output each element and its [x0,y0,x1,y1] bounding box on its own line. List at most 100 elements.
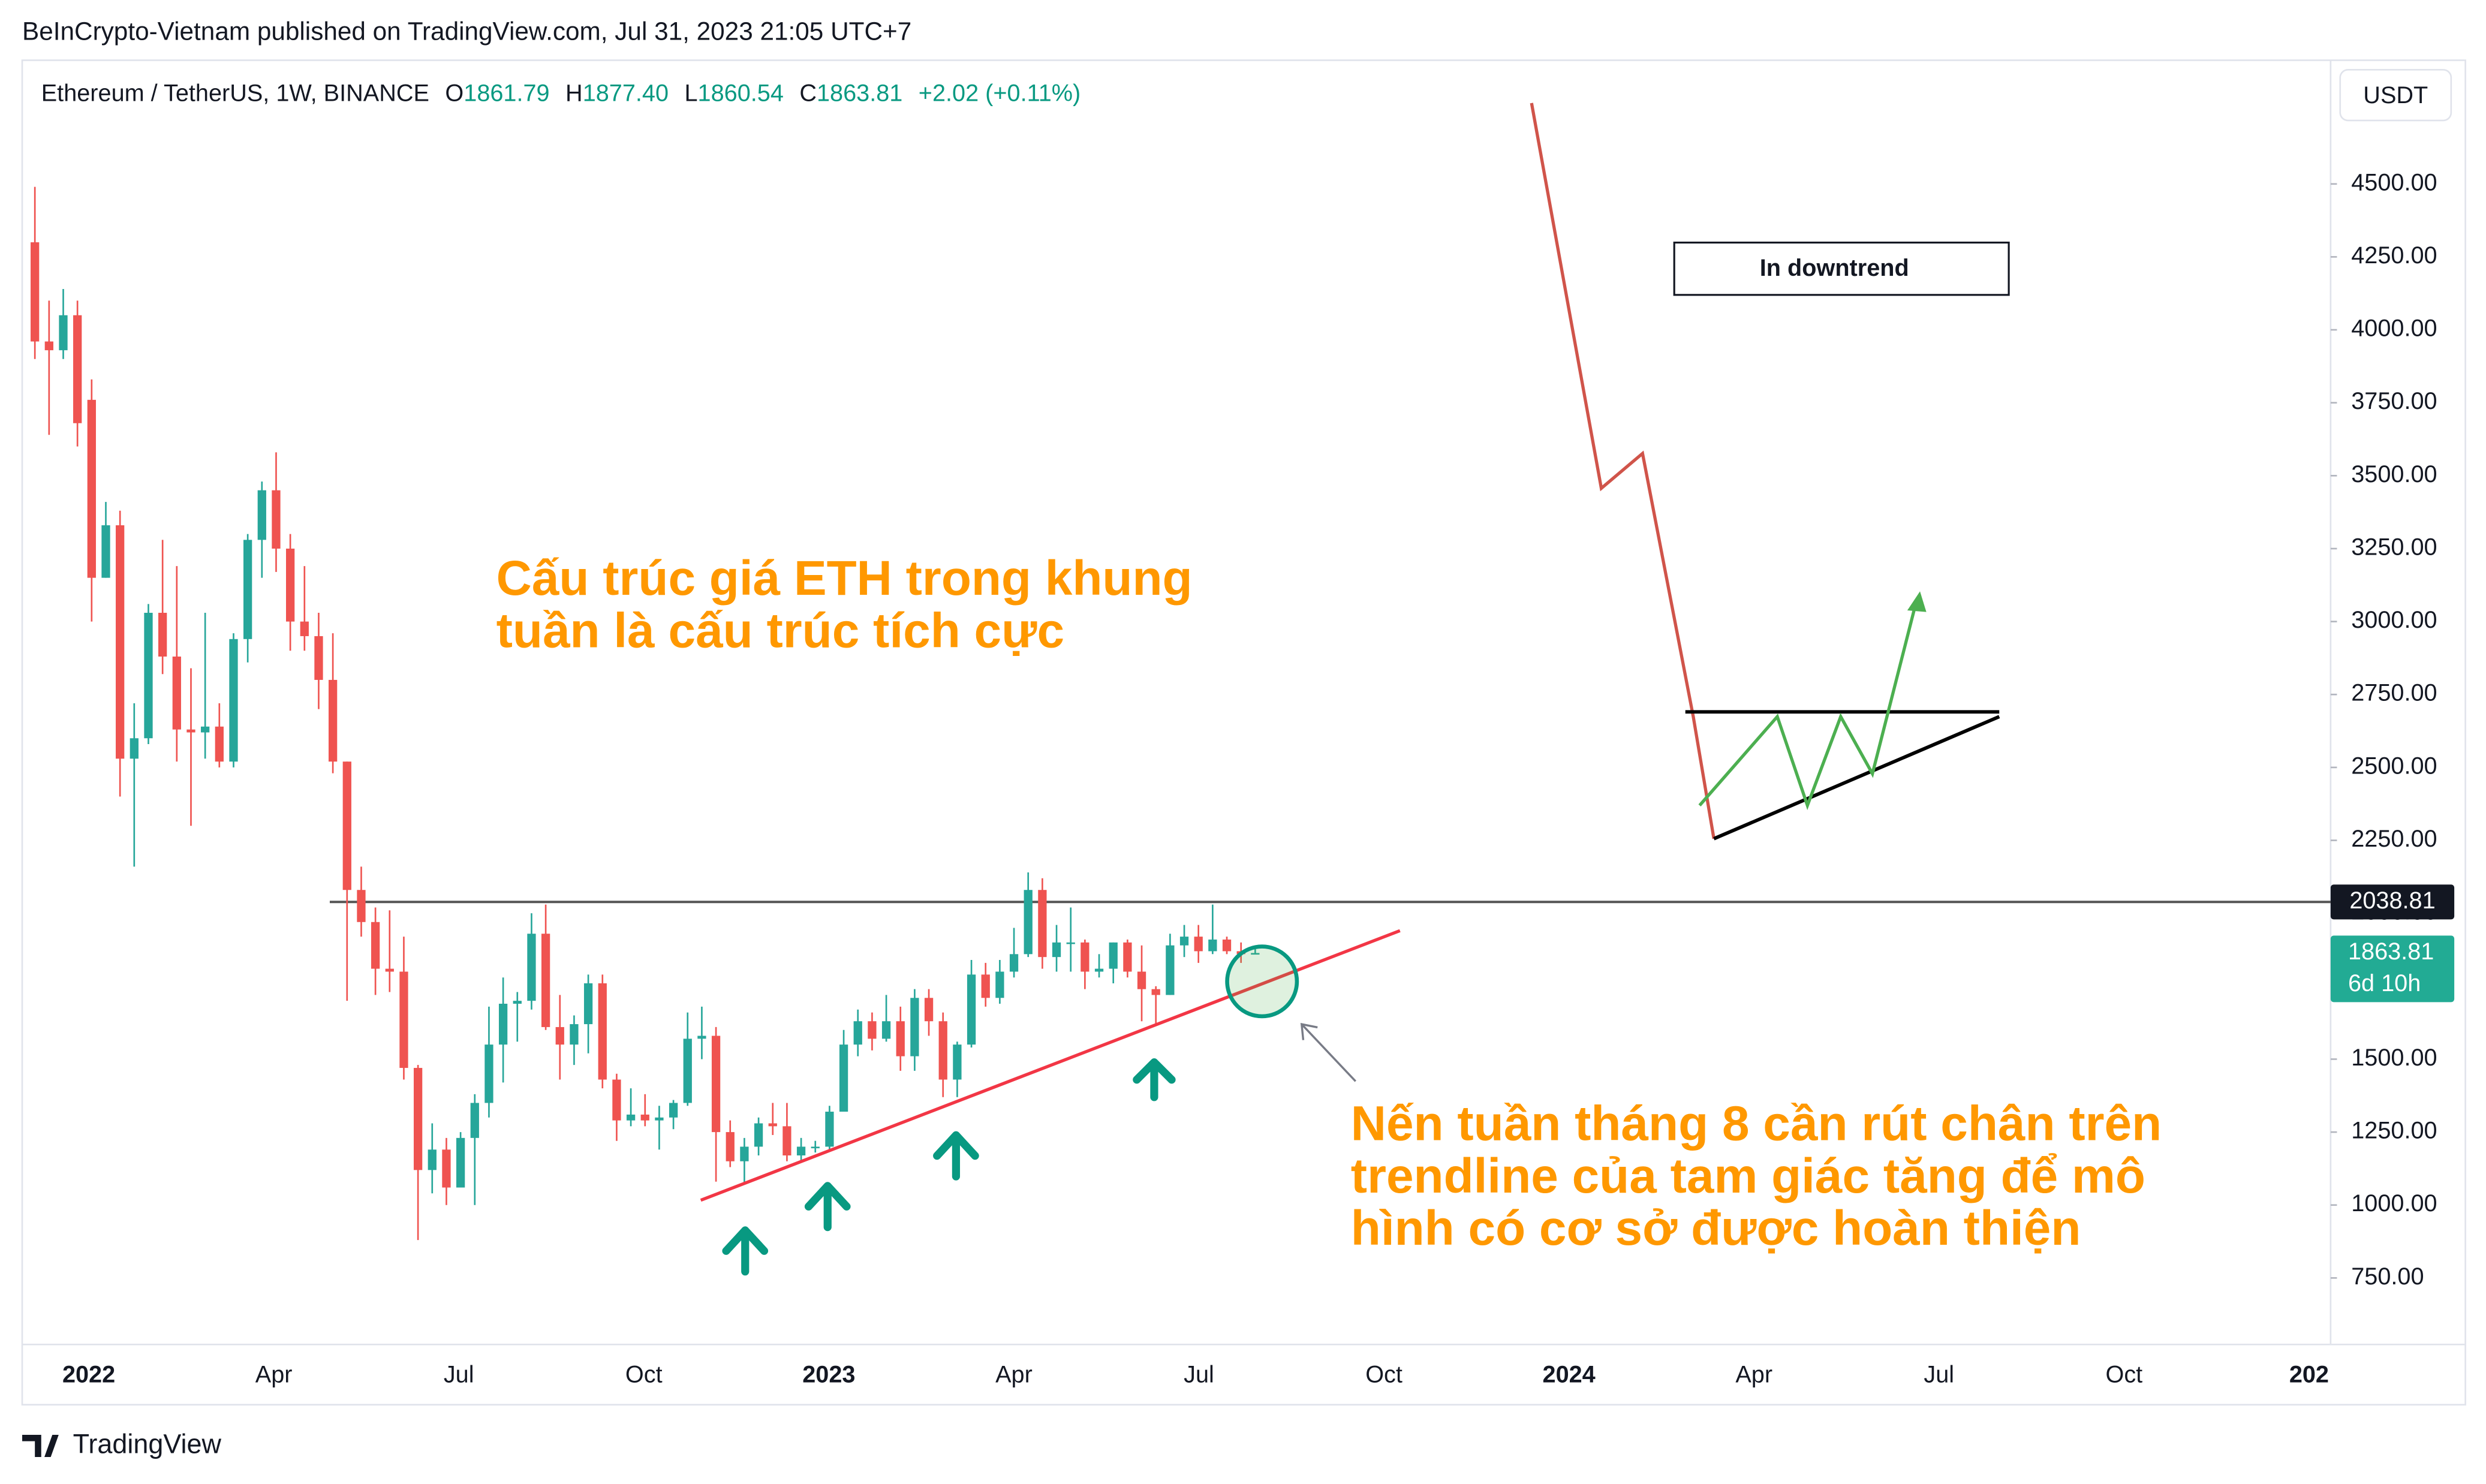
candle-body [1094,968,1104,972]
candle-body [87,399,96,578]
candle-body [1222,939,1232,952]
y-tick-label: 2750.00 [2351,680,2437,706]
currency-button[interactable] [2339,69,2452,122]
candle-body [640,1114,649,1121]
triangle-bottom [1713,715,2000,841]
x-tick-label: Oct [2105,1362,2142,1388]
candle-body [101,525,110,578]
candle-body [229,639,238,762]
annotation-line: Cấu trúc giá ETH trong khung [496,551,1193,606]
candle-body [669,1103,678,1118]
trendline [700,929,1401,1202]
candle-body [527,934,536,1001]
candle-body [484,1044,493,1103]
candle-body [1194,937,1203,952]
ohlc-value: 1863.81 [817,80,902,107]
candle-body [655,1117,664,1121]
x-tick-label: 2022 [62,1362,115,1388]
zigzag-head [1907,591,1927,612]
candle-body [938,1021,947,1080]
candle-body [825,1112,834,1147]
level-tag-label: 2038.81 [2349,887,2435,914]
highlight-circle [1225,944,1299,1019]
candle-body [953,1044,962,1080]
note-box-text: In downtrend [1760,255,1909,281]
candle-body [1024,890,1033,955]
ohlc-value: 1877.40 [583,80,669,107]
candle-body [1251,953,1260,955]
y-tick-label: 2500.00 [2351,752,2437,779]
y-tick-label: 3500.00 [2351,461,2437,487]
candle-body [413,1068,423,1170]
candle-body [1208,939,1217,952]
candle-body [44,341,53,351]
candle-body [868,1021,877,1039]
x-tick-label: Apr [255,1362,293,1388]
candle-body [243,540,252,639]
projection-line [1530,103,1715,839]
level-tag [2330,884,2455,920]
candle-body [1109,942,1118,969]
candle-body [782,1126,791,1156]
candle-body [626,1114,636,1121]
symbol: Ethereum / TetherUS, 1W, BINANCE [41,80,429,107]
candle-body [683,1039,692,1103]
last-price-label: 1863.81 [2348,938,2434,965]
candle-body [910,998,919,1056]
candle-body [796,1146,806,1156]
candle-body [144,613,153,739]
candle-body [399,971,408,1068]
candle-body [498,1004,508,1045]
candle-body [1179,937,1189,946]
candle-body [598,983,607,1080]
candle-body [371,922,380,969]
y-tick-label: 2250.00 [2351,826,2437,852]
brand-logo [22,1435,59,1458]
zigzag [1698,605,1917,811]
ohlc-value: 1861.79 [464,80,549,107]
drawings: In downtrend [700,103,2010,1276]
candle-body [201,726,210,733]
x-tick-label: Apr [995,1362,1033,1388]
ohlc-letter: L [685,80,698,107]
y-tick-label: 4250.00 [2351,242,2437,269]
y-tick-label: 3000.00 [2351,607,2437,633]
currency[interactable]: USDT [2363,82,2428,109]
candle-body [314,636,323,680]
candle-body [740,1146,749,1161]
publisher: BeInCrypto-Vietnam published on TradingV… [22,17,911,46]
candle-body [342,761,351,890]
up-arrow [722,1226,769,1276]
y-tick-label: 750.00 [2351,1263,2424,1290]
candle-body [470,1103,479,1138]
candle-body [1123,942,1132,972]
candle-body [116,525,125,759]
candle-body [456,1137,465,1188]
candle-body [357,890,366,922]
pointer-arrow [1301,1023,1356,1082]
candle-body [1137,971,1146,989]
up-arrow [933,1131,979,1181]
candle-body [754,1123,763,1147]
y-tick-label: 1000.00 [2351,1190,2437,1217]
x-tick-label: Apr [1735,1362,1772,1388]
x-tick-label: Jul [444,1362,474,1388]
x-tick-label: Oct [625,1362,663,1388]
candle-body [1081,942,1089,972]
change: +2.02 (+0.11%) [919,80,1081,107]
candle-body [1151,989,1160,995]
candle-body [130,738,139,759]
ohlc-letter: H [565,80,583,107]
candle-body [328,679,338,762]
candle-body [853,1021,862,1045]
legend: Ethereum / TetherUS, 1W, BINANCE O1861.79… [41,80,1081,107]
x-tick-label: 2023 [802,1362,855,1388]
candle-body [272,490,281,549]
candle-body [768,1123,777,1127]
candle-body [570,1024,579,1045]
candle-body [881,1021,891,1039]
x-tick-label: Jul [1924,1362,1954,1388]
